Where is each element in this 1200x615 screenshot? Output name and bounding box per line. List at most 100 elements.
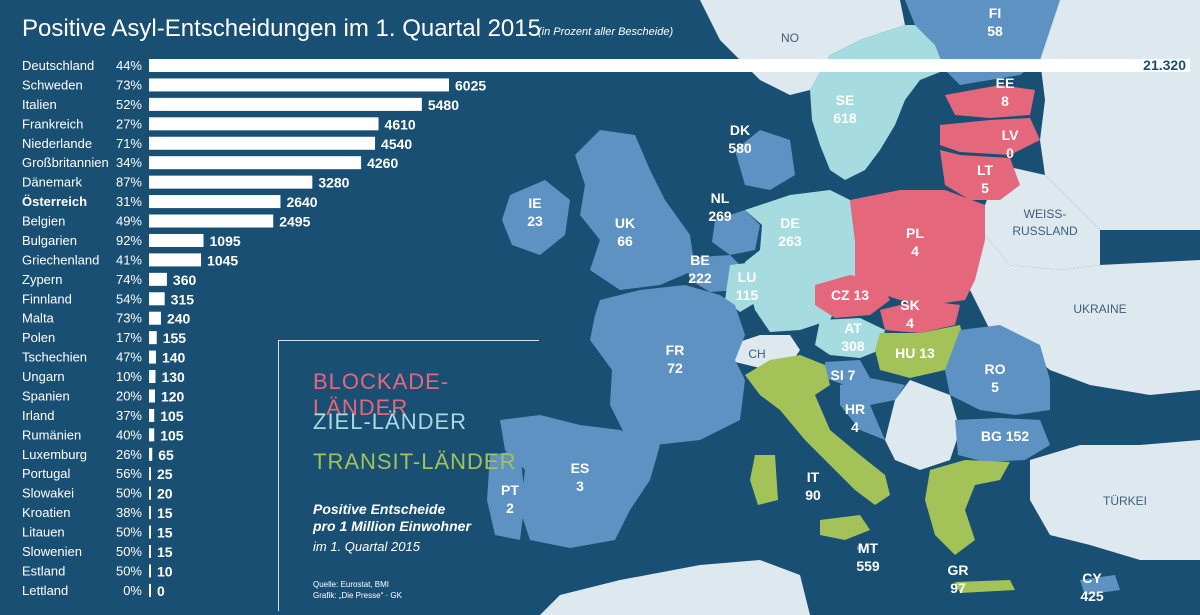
category-label: Malta bbox=[22, 311, 55, 326]
percentage-label: 20% bbox=[116, 388, 142, 403]
country-LT bbox=[940, 150, 1020, 200]
country-RU bbox=[1040, 0, 1200, 230]
country-GR-crete bbox=[955, 580, 1015, 593]
bar bbox=[149, 97, 422, 111]
category-label: Ungarn bbox=[22, 369, 65, 384]
category-label: Belgien bbox=[22, 214, 65, 229]
country-HU bbox=[875, 325, 965, 378]
country-value-dk: 580 bbox=[728, 140, 752, 156]
country-IT-sicily bbox=[820, 515, 870, 540]
bar bbox=[149, 195, 281, 209]
value-label: 130 bbox=[161, 369, 185, 385]
value-label: 1045 bbox=[207, 252, 238, 268]
category-label: Deutschland bbox=[22, 58, 94, 73]
country-SK bbox=[880, 300, 960, 333]
percentage-label: 50% bbox=[116, 544, 142, 559]
country-LV bbox=[940, 118, 1040, 155]
value-label: 240 bbox=[167, 311, 191, 327]
country-code-ee: EE bbox=[996, 75, 1015, 91]
percentage-label: 31% bbox=[116, 194, 142, 209]
bar bbox=[149, 370, 156, 384]
country-code-cy: CY bbox=[1082, 570, 1102, 586]
legend-transit: TRANSIT-LÄNDER bbox=[313, 449, 517, 474]
bar bbox=[149, 117, 379, 131]
country-PL bbox=[850, 190, 985, 305]
percentage-label: 56% bbox=[116, 466, 142, 481]
value-label: 120 bbox=[161, 388, 185, 404]
country-code-lu: LU bbox=[738, 269, 757, 285]
percentage-label: 54% bbox=[116, 291, 142, 306]
category-label: Litauen bbox=[22, 525, 65, 540]
bar bbox=[149, 233, 204, 247]
country-CY bbox=[1080, 575, 1120, 595]
bar bbox=[149, 331, 157, 345]
category-label: Portugal bbox=[22, 466, 71, 481]
bar bbox=[149, 59, 1190, 72]
country-DK bbox=[735, 130, 795, 190]
country-value-gr: 97 bbox=[950, 580, 966, 596]
country-value-lu: 115 bbox=[736, 287, 759, 303]
value-label: 25 bbox=[157, 466, 173, 482]
country-value-ee: 8 bbox=[1001, 93, 1009, 109]
category-label: Niederlande bbox=[22, 136, 92, 151]
category-label: Slowenien bbox=[22, 544, 82, 559]
percentage-label: 50% bbox=[116, 486, 142, 501]
percentage-label: 0% bbox=[123, 583, 142, 598]
country-value-sk: 4 bbox=[906, 315, 914, 331]
country-code-pl: PL bbox=[906, 225, 924, 241]
bar bbox=[149, 350, 156, 364]
value-label: 4610 bbox=[385, 116, 416, 132]
country-code-lv: LV bbox=[1002, 127, 1020, 143]
country-label-si: SI 7 bbox=[831, 367, 856, 383]
category-label: Rumänien bbox=[22, 427, 81, 442]
country-AT bbox=[815, 318, 885, 358]
chart-subtitle: (in Prozent aller Bescheide) bbox=[538, 26, 673, 38]
percentage-label: 10% bbox=[116, 369, 142, 384]
country-BG bbox=[955, 418, 1050, 462]
bar bbox=[149, 253, 202, 267]
country-value-hr: 4 bbox=[851, 419, 859, 435]
legend-title-line1: Positive Entscheide bbox=[313, 501, 446, 517]
country-code-fr: FR bbox=[666, 342, 685, 358]
percentage-label: 41% bbox=[116, 252, 142, 267]
value-label: 15 bbox=[157, 505, 173, 521]
category-label: Kroatien bbox=[22, 505, 70, 520]
percentage-label: 26% bbox=[116, 447, 142, 462]
region-africa bbox=[540, 560, 810, 615]
bar-rows: Deutschland 44% 21.320 Schweden 73% 6025 Itali… bbox=[22, 57, 1190, 599]
country-value-at: 308 bbox=[841, 338, 865, 354]
value-label: 2640 bbox=[286, 194, 317, 210]
region-label: RUSSLAND bbox=[1012, 224, 1078, 238]
value-label: 315 bbox=[171, 291, 195, 307]
value-label: 140 bbox=[162, 350, 186, 366]
country-code-de: DE bbox=[780, 215, 799, 231]
bar bbox=[149, 156, 362, 170]
category-label: Griechenland bbox=[22, 252, 99, 267]
bar bbox=[149, 506, 151, 520]
percentage-label: 74% bbox=[116, 272, 142, 287]
country-code-be: BE bbox=[690, 252, 709, 268]
value-label: 0 bbox=[157, 583, 165, 599]
legend-title: Positive Entscheide pro 1 Million Einwoh… bbox=[313, 501, 533, 535]
country-value-lv: 0 bbox=[1006, 145, 1014, 161]
region-label: TÜRKEI bbox=[1103, 494, 1147, 508]
category-label: Großbritannien bbox=[22, 155, 109, 170]
country-code-ch: CH bbox=[748, 347, 765, 361]
bar bbox=[149, 428, 155, 442]
country-value-be: 222 bbox=[688, 270, 712, 286]
country-IE bbox=[502, 180, 570, 255]
country-value-nl: 269 bbox=[708, 208, 732, 224]
value-label: 105 bbox=[160, 408, 184, 424]
country-value-mt: 559 bbox=[856, 558, 880, 574]
country-label-hu: HU 13 bbox=[895, 345, 935, 361]
category-label: Tschechien bbox=[22, 350, 87, 365]
bar bbox=[149, 311, 161, 325]
value-label: 3280 bbox=[318, 175, 349, 191]
percentage-label: 17% bbox=[116, 330, 142, 345]
value-label: 155 bbox=[163, 330, 187, 346]
country-IT bbox=[745, 355, 890, 505]
bar bbox=[149, 272, 167, 286]
value-label: 6025 bbox=[455, 77, 486, 93]
country-NL bbox=[712, 210, 760, 255]
